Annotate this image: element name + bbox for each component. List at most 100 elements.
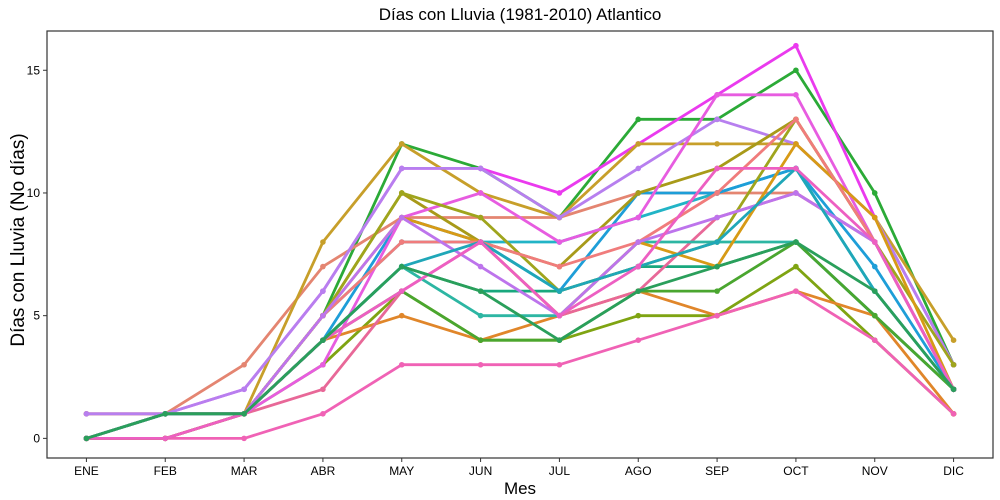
data-point [477, 239, 484, 245]
x-tick-label: FEB [154, 464, 177, 478]
series-23 [83, 239, 957, 442]
data-point [241, 435, 247, 442]
data-point [556, 239, 563, 245]
data-point [871, 337, 878, 344]
data-point [477, 190, 484, 196]
data-point [320, 239, 326, 245]
data-point [793, 141, 799, 147]
data-point [714, 190, 720, 196]
y-tick-label: 15 [27, 63, 41, 77]
data-point [793, 190, 799, 196]
data-point [477, 288, 484, 294]
series-layer [83, 42, 957, 442]
data-point [556, 312, 563, 319]
data-point [398, 361, 405, 368]
data-point [714, 312, 720, 319]
data-point [320, 386, 326, 393]
data-point [635, 214, 642, 221]
data-point [398, 288, 405, 294]
data-point [241, 386, 247, 393]
x-axis-title: Mes [504, 479, 536, 498]
data-point [871, 263, 878, 270]
y-tick-label: 5 [33, 309, 40, 323]
data-point [635, 239, 642, 245]
x-tick-label: OCT [783, 464, 809, 478]
data-point [320, 337, 326, 344]
series-line [85, 289, 955, 440]
data-point [398, 239, 405, 245]
data-point [398, 214, 405, 221]
data-point [714, 92, 720, 98]
data-point [871, 312, 878, 319]
data-point [871, 288, 878, 294]
data-point [162, 411, 169, 417]
data-point [398, 263, 405, 270]
x-tick-label: JUN [469, 464, 492, 478]
data-point [714, 239, 720, 245]
y-tick-label: 10 [27, 186, 41, 200]
data-point [477, 361, 484, 368]
data-point [241, 411, 247, 417]
x-tick-label: DIC [943, 464, 964, 478]
data-point [871, 190, 878, 196]
data-point [793, 165, 799, 172]
data-point [556, 361, 563, 368]
data-point [398, 165, 405, 172]
x-tick-label: ABR [311, 464, 336, 478]
x-tick-label: JUL [549, 464, 571, 478]
x-axis: ENE FEB MAR ABR MAY JUN JUL AGO SEP OCT NOV DIC [74, 458, 964, 478]
series-line [85, 240, 955, 440]
data-point [950, 361, 957, 368]
data-point [320, 411, 326, 417]
data-point [714, 214, 720, 221]
data-point [477, 312, 484, 319]
data-point [635, 165, 642, 172]
data-point [556, 288, 563, 294]
x-tick-label: NOV [862, 464, 888, 478]
data-point [477, 337, 484, 344]
data-point [320, 288, 326, 294]
data-point [635, 190, 642, 196]
data-point [714, 116, 720, 123]
data-point [477, 165, 484, 172]
data-point [635, 263, 642, 270]
data-point [635, 288, 642, 294]
x-tick-label: MAY [389, 464, 414, 478]
data-point [556, 263, 563, 270]
data-point [83, 435, 90, 442]
data-point [477, 214, 484, 221]
data-point [320, 361, 326, 368]
data-point [793, 239, 799, 245]
data-point [635, 141, 642, 147]
data-point [320, 263, 326, 270]
plot-panel [46, 30, 994, 459]
data-point [556, 214, 563, 221]
data-point [241, 361, 247, 368]
x-tick-label: ENE [74, 464, 99, 478]
data-point [950, 386, 957, 393]
data-point [714, 141, 720, 147]
data-point [477, 263, 484, 270]
data-point [714, 263, 720, 270]
data-point [793, 92, 799, 98]
data-point [320, 312, 326, 319]
data-point [793, 116, 799, 123]
data-point [556, 190, 563, 196]
data-point [556, 337, 563, 344]
data-point [793, 263, 799, 270]
panel-border [46, 30, 994, 459]
y-axis-title: Días con Lluvia (No días) [8, 133, 29, 346]
x-tick-label: MAR [231, 464, 258, 478]
y-axis: 0 5 10 15 [27, 63, 47, 445]
data-point [871, 214, 878, 221]
data-point [83, 411, 90, 417]
x-tick-label: AGO [625, 464, 652, 478]
data-point [398, 312, 405, 319]
data-point [635, 312, 642, 319]
data-point [950, 411, 957, 417]
data-point [871, 239, 878, 245]
data-point [398, 190, 405, 196]
data-point [714, 165, 720, 172]
data-point [793, 42, 799, 49]
